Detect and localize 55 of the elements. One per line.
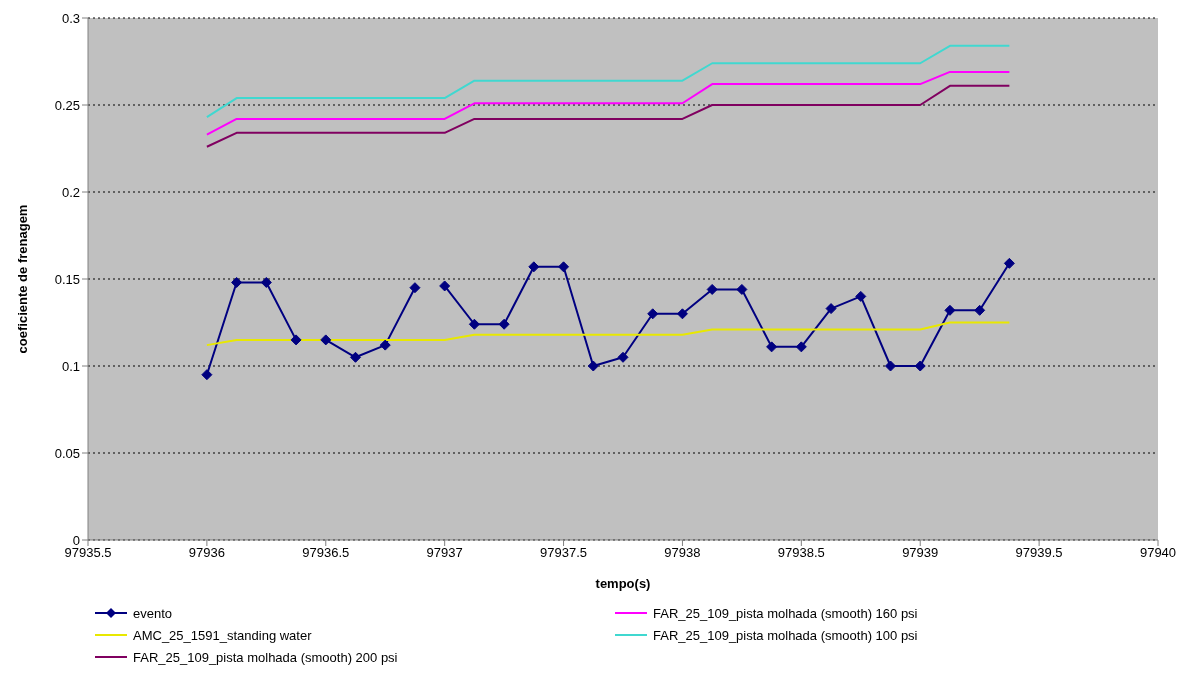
y-tick-label: 0.15 (54, 271, 80, 287)
point (201, 369, 213, 381)
point (320, 334, 332, 346)
point (647, 308, 659, 320)
x-tick-label: 97939 (902, 545, 939, 561)
legend-label: evento (133, 605, 173, 621)
y-tick-label: 0.2 (61, 184, 80, 200)
line-series (205, 321, 1011, 347)
point (528, 261, 540, 273)
point (379, 339, 391, 351)
point (498, 318, 510, 330)
x-tick-label: 97936 (188, 545, 225, 561)
x-tick-label: 97937.5 (540, 545, 588, 561)
legend-label: FAR_25_109_pista molhada (smooth) 100 psi (653, 627, 918, 643)
point (825, 303, 837, 315)
y-axis-title: coeficiente de frenagem (14, 204, 30, 354)
point (231, 276, 243, 288)
point (1003, 257, 1015, 269)
x-tick-label: 97938 (664, 545, 701, 561)
legend-label: FAR_25_109_pista molhada (smooth) 160 psi (653, 605, 918, 621)
point (587, 360, 599, 372)
point (468, 318, 480, 330)
point (706, 283, 718, 295)
x-tick-label: 97935.5 (64, 545, 112, 561)
line-series (205, 84, 1011, 148)
point (766, 341, 778, 353)
point (409, 282, 421, 294)
x-tick-label: 97937 (426, 545, 463, 561)
y-tick-label: 0.3 (61, 10, 80, 26)
point (795, 341, 807, 353)
point (974, 304, 986, 316)
x-axis-title: tempo(s) (595, 576, 651, 591)
point (676, 308, 688, 320)
y-tick-label: 0.05 (54, 445, 80, 461)
point (260, 276, 272, 288)
point (558, 261, 570, 273)
point (885, 360, 896, 372)
point (736, 283, 748, 295)
point (290, 334, 302, 346)
point (944, 304, 956, 316)
y-tick-label: 0.25 (54, 97, 80, 113)
legend-label: FAR_25_109_pista molhada (smooth) 200 psi (133, 649, 398, 665)
x-tick-label: 97939.5 (1015, 545, 1063, 561)
line-series (205, 70, 1011, 136)
y-tick-label: 0.1 (61, 358, 80, 374)
point (855, 290, 867, 302)
x-tick-label: 97940 (1139, 545, 1177, 561)
point (439, 280, 451, 292)
y-tick-label: 0 (72, 532, 80, 548)
point (350, 351, 361, 363)
legend-label: AMC_25_1591_standing water (133, 627, 312, 643)
x-tick-label: 97936.5 (302, 545, 350, 561)
x-tick-label: 97938.5 (777, 545, 825, 561)
point (617, 351, 629, 363)
line-series (205, 44, 1011, 119)
